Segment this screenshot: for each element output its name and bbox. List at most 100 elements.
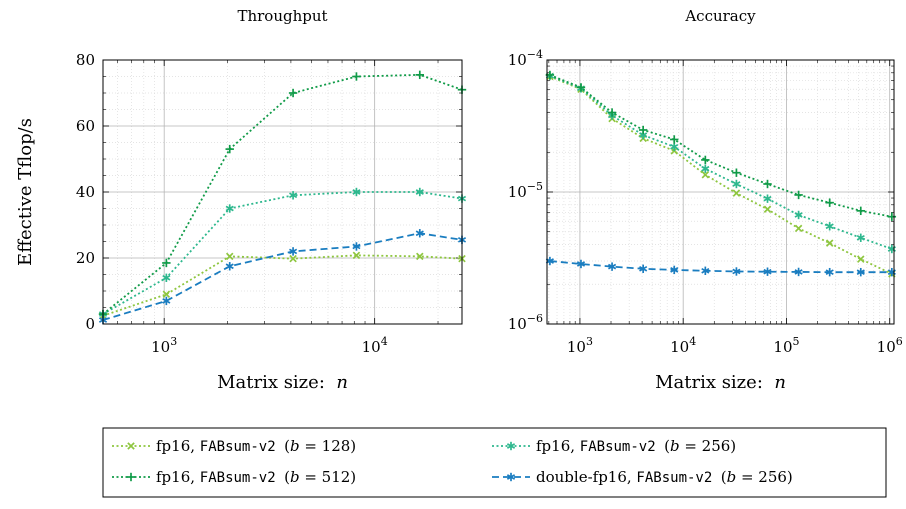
accuracy-point-fp16_128: [857, 255, 865, 263]
accuracy-point-double_fp16_256-stroke: [825, 269, 834, 276]
throughput-point-double_fp16_256-stroke: [225, 263, 234, 270]
accuracy-xtick-label-exp: 4: [689, 335, 696, 348]
legend-swatch-marker-stroke: [127, 442, 135, 450]
accuracy-point-fp16_256-stroke: [732, 181, 741, 187]
accuracy-xtick-label-exp: 6: [896, 335, 903, 348]
accuracy-xtick-label: 103: [567, 335, 593, 356]
accuracy-point-fp16_512: [576, 83, 586, 92]
throughput-ytick-label: 60: [76, 117, 95, 135]
accuracy-point-fp16_128-stroke: [763, 205, 772, 214]
accuracy-point-double_fp16_256-stroke: [701, 267, 710, 274]
throughput-point-double_fp16_256: [289, 247, 298, 256]
throughput-xlabel-text: Matrix size:: [217, 372, 336, 393]
throughput-ytick-label: 40: [76, 183, 95, 201]
legend-label-param: (: [721, 468, 727, 486]
throughput-point-double_fp16_256: [352, 242, 361, 251]
throughput-point-fp16_256: [162, 273, 171, 282]
legend-label-method: FABsum-v2: [636, 470, 720, 486]
legend-label: fp16, FABsum-v2 (b = 256): [536, 437, 736, 455]
accuracy-point-double_fp16_256-stroke: [794, 269, 803, 275]
accuracy-line-double_fp16_256: [549, 260, 892, 274]
throughput-title: Throughput: [237, 7, 327, 25]
throughput-point-fp16_256-stroke: [415, 189, 424, 195]
legend-label: fp16, FABsum-v2 (b = 512): [156, 468, 356, 486]
throughput-xtick-label: 103: [151, 335, 177, 356]
legend-label-param-var: b: [290, 437, 300, 455]
accuracy-xlabel-var: n: [774, 372, 786, 393]
throughput-point-fp16_128-stroke: [416, 252, 424, 261]
accuracy-plot-frame: [546, 59, 895, 325]
accuracy-ytick-label-base: 10: [508, 315, 527, 333]
legend-swatch-marker: [127, 442, 135, 450]
accuracy-point-fp16_128-stroke: [732, 189, 741, 197]
throughput-line-fp16_128: [102, 254, 463, 317]
legend-box: [102, 427, 887, 498]
legend-label-method: FABsum-v2: [200, 439, 284, 455]
legend-label-param: (: [284, 468, 290, 486]
accuracy-point-double_fp16_256: [732, 267, 741, 276]
throughput-point-double_fp16_256-stroke: [415, 230, 424, 237]
throughput-point-double_fp16_256-stroke: [162, 298, 171, 304]
accuracy-point-fp16_512: [825, 198, 834, 207]
legend-label-prefix: fp16,: [536, 437, 580, 455]
throughput-ytick-label: 20: [76, 249, 95, 267]
legend-entry-fp16_128: fp16, FABsum-v2 (b = 128): [112, 437, 356, 455]
legend-label-method: FABsum-v2: [200, 470, 284, 486]
legend-entry-fp16_256: fp16, FABsum-v2 (b = 256): [492, 437, 736, 455]
throughput-ylabel: Effective Tflop/s: [15, 118, 36, 266]
accuracy-point-fp16_256-stroke: [794, 212, 803, 218]
accuracy-point-fp16_256: [670, 142, 679, 152]
throughput-point-fp16_128: [225, 252, 234, 261]
legend: fp16, FABsum-v2 (b = 128) fp16, FABsum-v2…: [102, 427, 887, 498]
throughput-plot-frame: [102, 59, 463, 325]
accuracy-xtick-label: 105: [773, 335, 799, 356]
accuracy-series-fp16_128: [546, 72, 896, 278]
throughput-grid: [103, 59, 462, 325]
accuracy-point-double_fp16_256-stroke: [608, 263, 617, 270]
throughput-xtick-label-exp: 3: [170, 335, 177, 348]
accuracy-point-double_fp16_256: [608, 262, 617, 271]
accuracy-point-fp16_128-stroke: [794, 224, 803, 233]
throughput-point-fp16_512: [352, 72, 361, 81]
accuracy-point-fp16_512: [763, 179, 772, 189]
throughput-point-fp16_128-stroke: [352, 251, 361, 260]
accuracy-point-double_fp16_256-stroke: [763, 268, 772, 275]
legend-label-param: (: [664, 437, 670, 455]
legend-entry-fp16_512: fp16, FABsum-v2 (b = 512): [112, 468, 356, 486]
throughput-series-double_fp16_256: [98, 229, 467, 325]
accuracy-xlabel: Matrix size: n: [655, 372, 786, 393]
accuracy-point-fp16_512: [607, 108, 617, 117]
accuracy-ytick-label: 10−6: [508, 312, 543, 333]
legend-label-param-value: = 256): [680, 437, 737, 455]
throughput-xlabel: Matrix size: n: [217, 372, 348, 393]
accuracy-ytick-label-exp: −6: [527, 312, 543, 325]
legend-label-param-value: = 256): [736, 468, 793, 486]
accuracy-line-fp16_512: [549, 74, 893, 218]
legend-swatch-marker-stroke: [506, 443, 516, 449]
accuracy-ytick-label-exp: −4: [527, 48, 543, 61]
accuracy-point-fp16_512: [887, 212, 897, 221]
accuracy-point-double_fp16_256: [794, 267, 803, 277]
legend-label-method: FABsum-v2: [580, 439, 664, 455]
throughput-xtick-label-base: 10: [362, 338, 381, 356]
accuracy-xtick-label: 106: [877, 335, 903, 356]
accuracy-point-double_fp16_256-stroke: [732, 268, 741, 275]
accuracy-xtick-label-exp: 3: [586, 335, 593, 348]
accuracy-xtick-label-base: 10: [567, 338, 586, 356]
legend-swatch-marker-stroke: [506, 474, 516, 480]
throughput-point-fp16_128: [352, 251, 361, 260]
accuracy-point-double_fp16_256: [576, 259, 586, 269]
throughput-point-fp16_256-stroke: [289, 192, 298, 199]
throughput-line-fp16_512: [102, 73, 463, 315]
accuracy-series-double_fp16_256: [545, 256, 896, 277]
throughput-ytick-label: 80: [76, 51, 95, 69]
accuracy-series-fp16_256: [545, 71, 896, 254]
throughput-point-double_fp16_256-stroke: [352, 243, 361, 250]
accuracy-ytick-label-base: 10: [508, 51, 527, 69]
accuracy-point-fp16_512: [670, 135, 679, 144]
legend-label: fp16, FABsum-v2 (b = 128): [156, 437, 356, 455]
throughput-point-fp16_128-stroke: [289, 254, 297, 263]
accuracy-xtick-label-base: 10: [773, 338, 792, 356]
throughput-point-double_fp16_256-stroke: [289, 248, 298, 255]
